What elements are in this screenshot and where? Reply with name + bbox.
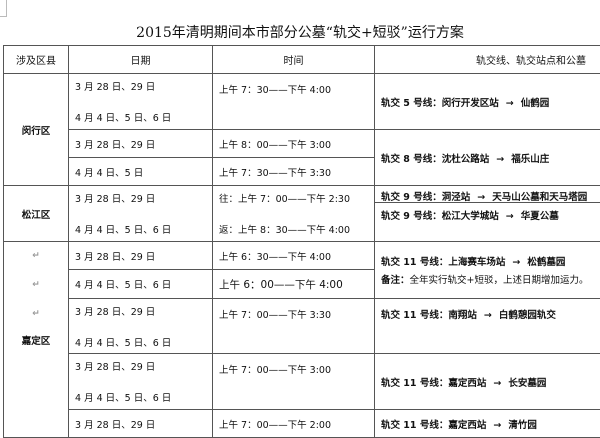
date-cell: 4 月 4 日、5 日、6 日 <box>69 270 213 299</box>
date-text: 4 月 4 日、5 日、6 日 <box>75 222 206 236</box>
date-text: 4 月 4 日、5 日、6 日 <box>75 335 206 349</box>
district-songjiang: 松江区 <box>4 186 69 242</box>
date-cell: 3 月 28 日、29 日 <box>69 242 213 270</box>
route-from: 上海赛车场站 <box>448 257 505 268</box>
route-line: 轨交 11 号线： <box>381 420 448 431</box>
table-row: 3 月 28 日、29 日 4 月 4 日、5 日、6 日 上午 7：00——下午… <box>4 354 600 410</box>
route-note: 备注：全年实行轨交+短驳，上述日期增加运力。 <box>381 272 600 286</box>
date-text: 4 月 4 日、5 日、6 日 <box>75 110 206 124</box>
table-row: 松江区 3 月 28 日、29 日 4 月 4 日、5 日、6 日 往：上午 7：… <box>4 186 600 242</box>
date-cell: 3 月 28 日、29 日 4 月 4 日、5 日、6 日 <box>69 74 213 130</box>
route-entry: 轨交 9 号线：松江大学城站 → 华夏公墓 <box>375 202 600 222</box>
arrow-icon: → <box>484 310 492 321</box>
arrow-icon: → <box>496 154 504 165</box>
date-text: 4 月 4 日、5 日、6 日 <box>75 390 206 404</box>
route-to: 天马山公墓和天马塔园 <box>492 192 587 203</box>
date-text: 3 月 28 日、29 日 <box>75 359 206 373</box>
time-cell: 上午 6：30——下午 4:00 <box>213 242 375 270</box>
arrow-icon: → <box>493 420 501 431</box>
schedule-table: 涉及区县 日期 时间 轨交线、轨交站点和公墓 闵行区 3 月 28 日、29 日… <box>3 45 600 438</box>
date-cell: 3 月 28 日、29 日 4 月 4 日、5 日、6 日 <box>69 186 213 242</box>
time-cell: 上午 6：00——下午 4:00 <box>213 270 375 299</box>
route-to: 仙鹤园 <box>521 98 550 109</box>
route-from: 南翔站 <box>448 310 477 321</box>
document-title: 2015年清明期间本市部分公墓“轨交+短驳”运行方案 <box>0 22 600 42</box>
time-cell: 上午 7：00——下午 3:00 <box>213 354 375 410</box>
route-cell: 轨交 11 号线：嘉定西站 → 长安墓园 <box>375 354 600 410</box>
date-text: 3 月 28 日、29 日 <box>75 191 206 205</box>
time-cell: 上午 7：30——下午 4:00 <box>213 74 375 130</box>
route-to: 清竹园 <box>508 420 537 431</box>
return-mark-icon: ↵ <box>10 242 62 271</box>
route-from: 嘉定西站 <box>448 420 486 431</box>
time-cell: 上午 8：00——下午 3:00 <box>213 130 375 158</box>
header-time: 时间 <box>213 46 375 74</box>
page-corner-mark <box>0 0 7 17</box>
district-name: 嘉定区 <box>10 329 62 355</box>
time-text: 返：上午 8：30——下午 4:00 <box>219 222 368 236</box>
note-label: 备注： <box>381 275 410 286</box>
route-line: 轨交 5 号线： <box>381 98 442 109</box>
route-cell: 轨交 11 号线：上海赛车场站 → 松鹤墓园 备注：全年实行轨交+短驳，上述日期增加… <box>375 242 600 299</box>
date-cell: 3 月 28 日、29 日 4 月 4 日、5 日、6 日 <box>69 299 213 354</box>
time-cell: 上午 7：30——下午 3:30 <box>213 158 375 186</box>
route-to: 华夏公墓 <box>521 211 559 222</box>
date-cell: 4 月 4 日、5 日 <box>69 158 213 186</box>
note-text: 全年实行轨交+短驳，上述日期增加运力。 <box>410 275 589 286</box>
route-from: 洞泾站 <box>442 192 471 203</box>
time-cell: 上午 7：00——下午 2:00 <box>213 410 375 438</box>
route-to: 松鹤墓园 <box>527 257 565 268</box>
arrow-icon: → <box>506 98 514 109</box>
arrow-icon: → <box>512 257 520 268</box>
district-jiading: ↵ ↵ ↵ 嘉定区 <box>4 242 69 438</box>
arrow-icon: → <box>506 211 514 222</box>
table-row: 3 月 28 日、29 日 4 月 4 日、5 日、6 日 上午 7：00——下午… <box>4 299 600 354</box>
route-cell: 轨交 8 号线：沈杜公路站 → 福乐山庄 <box>375 130 600 186</box>
time-cell: 上午 7：00——下午 3:30 <box>213 299 375 354</box>
return-mark-icon: ↵ <box>10 300 62 329</box>
table-row: ↵ ↵ ↵ 嘉定区 3 月 28 日、29 日 上午 6：30——下午 4:00… <box>4 242 600 270</box>
route-cell: 轨交 9 号线：洞泾站 → 天马山公墓和天马塔园 轨交 9 号线：松江大学城站 → 华夏… <box>375 186 600 242</box>
date-text: 3 月 28 日、29 日 <box>75 304 206 318</box>
route-cell: 轨交 5 号线：闵行开发区站 → 仙鹤园 <box>375 74 600 130</box>
date-cell: 3 月 28 日、29 日 <box>69 410 213 438</box>
time-cell: 往：上午 7：00——下午 2:30 返：上午 8：30——下午 4:00 <box>213 186 375 242</box>
header-district: 涉及区县 <box>4 46 69 74</box>
route-entry: 轨交 11 号线：上海赛车场站 → 松鹤墓园 <box>381 254 600 268</box>
time-text: 往：上午 7：00——下午 2:30 <box>219 191 368 205</box>
route-from: 沈杜公路站 <box>442 154 490 165</box>
table-header-row: 涉及区县 日期 时间 轨交线、轨交站点和公墓 <box>4 46 600 74</box>
route-cell: 轨交 11 号线：嘉定西站 → 清竹园 <box>375 410 600 438</box>
district-minhang: 闵行区 <box>4 74 69 186</box>
arrow-icon: → <box>493 378 501 389</box>
arrow-icon: → <box>477 192 485 203</box>
route-from: 松江大学城站 <box>442 211 499 222</box>
route-line: 轨交 8 号线： <box>381 154 442 165</box>
route-to: 白鹤憩园轨交 <box>499 310 556 321</box>
route-from: 嘉定西站 <box>448 378 486 389</box>
date-cell: 3 月 28 日、29 日 4 月 4 日、5 日、6 日 <box>69 354 213 410</box>
route-line: 轨交 11 号线： <box>381 378 448 389</box>
header-date: 日期 <box>69 46 213 74</box>
route-entry: 轨交 9 号线：洞泾站 → 天马山公墓和天马塔园 <box>381 189 600 202</box>
table-row: 3 月 28 日、29 日 上午 7：00——下午 2:00 轨交 11 号线：… <box>4 410 600 438</box>
route-line: 轨交 11 号线： <box>381 257 448 268</box>
date-text: 3 月 28 日、29 日 <box>75 79 206 93</box>
route-to: 福乐山庄 <box>511 154 549 165</box>
route-cell: 轨交 11 号线：南翔站 → 白鹤憩园轨交 <box>375 299 600 354</box>
route-to: 长安墓园 <box>508 378 546 389</box>
route-line: 轨交 11 号线： <box>381 310 448 321</box>
route-from: 闵行开发区站 <box>442 98 499 109</box>
table-row: 3 月 28 日、29 日 上午 8：00——下午 3:00 轨交 8 号线：沈… <box>4 130 600 158</box>
route-line: 轨交 9 号线： <box>381 211 442 222</box>
date-cell: 3 月 28 日、29 日 <box>69 130 213 158</box>
return-mark-icon: ↵ <box>10 271 62 300</box>
header-route: 轨交线、轨交站点和公墓 <box>375 46 600 74</box>
route-line: 轨交 9 号线： <box>381 192 442 203</box>
